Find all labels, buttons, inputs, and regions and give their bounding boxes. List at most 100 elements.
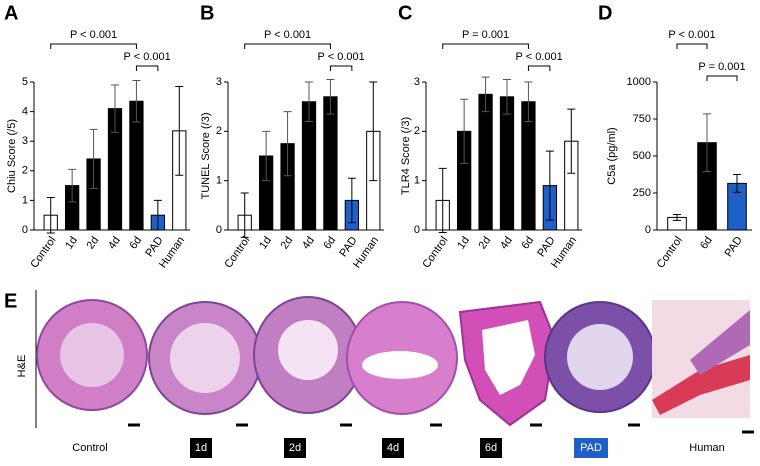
error-bar <box>673 213 681 221</box>
significance-label: P = 0.001 <box>698 61 745 73</box>
error-bar <box>703 113 711 173</box>
significance-label: P < 0.001 <box>70 29 117 41</box>
sample-label: 2d <box>289 442 301 454</box>
y-axis-title: TUNEL Score (/3) <box>200 112 212 199</box>
error-bar <box>438 167 447 233</box>
error-bar <box>240 192 249 238</box>
x-tick-label: Control <box>655 235 685 271</box>
section <box>567 324 633 390</box>
significance-label: P < 0.001 <box>318 51 365 63</box>
section <box>482 320 535 395</box>
y-tick-label: 2 <box>216 125 222 137</box>
error-bar <box>326 79 335 115</box>
significance-bracket <box>50 43 137 49</box>
x-tick-label: 1d <box>455 235 472 252</box>
error-bar <box>524 81 533 122</box>
x-tick-label: 4d <box>106 235 123 252</box>
y-tick-label: 2 <box>22 165 28 177</box>
error-bar <box>369 81 378 182</box>
y-tick-label: 1 <box>216 175 222 187</box>
error-bar <box>283 111 292 177</box>
panel-label: D <box>598 2 612 24</box>
error-bar <box>545 150 554 221</box>
y-tick-label: 750 <box>633 113 651 125</box>
significance-bracket <box>329 65 353 71</box>
x-tick-label: 2d <box>279 235 296 252</box>
label-box <box>284 438 306 458</box>
y-tick-label: 5 <box>22 76 28 88</box>
sample-label: 4d <box>387 442 399 454</box>
x-tick-label: 6d <box>321 235 338 252</box>
bar <box>499 96 515 231</box>
error-bar <box>68 168 77 203</box>
y-tick-label: 3 <box>22 135 28 147</box>
section <box>60 323 124 387</box>
x-tick-label: 2d <box>85 235 102 252</box>
x-tick-label: 2d <box>477 235 494 252</box>
error-bar <box>262 130 271 182</box>
section <box>170 323 240 393</box>
panel-label: A <box>4 2 18 24</box>
y-tick-label: 3 <box>414 76 420 88</box>
section <box>362 351 438 379</box>
sample-label: 6d <box>485 442 497 454</box>
error-bar <box>567 108 576 174</box>
sample-label: 1d <box>195 442 207 454</box>
panel-label: B <box>200 2 214 24</box>
label-box <box>382 438 404 458</box>
error-bar <box>733 174 741 193</box>
x-tick-label: Control <box>222 235 252 271</box>
panel-e: E H&E Co <box>4 290 754 458</box>
section <box>652 355 750 415</box>
error-bar <box>305 81 313 122</box>
significance-label: P < 0.001 <box>264 29 311 41</box>
scale-bars <box>128 423 754 434</box>
x-tick-label: Control <box>28 235 58 271</box>
significance-bracket <box>706 75 738 81</box>
x-tick-label: 6d <box>127 235 144 252</box>
y-tick-label: 4 <box>22 106 28 118</box>
histology <box>36 296 750 427</box>
sample-label: PAD <box>580 442 602 454</box>
error-bar <box>89 128 98 190</box>
significance-bracket <box>244 43 331 49</box>
significance-bracket <box>527 65 551 71</box>
significance-label: P = 0.001 <box>462 29 509 41</box>
y-tick-label: 0 <box>216 224 222 236</box>
bar <box>478 93 493 231</box>
significance-bracket <box>135 65 159 71</box>
x-tick-label: 6d <box>698 235 715 252</box>
label-box <box>190 438 212 458</box>
error-bar <box>132 80 141 123</box>
error-bar <box>347 177 356 224</box>
sample-label: Control <box>72 442 107 454</box>
y-tick-label: 3 <box>216 76 222 88</box>
section <box>690 310 750 375</box>
y-tick-label: 0 <box>414 224 420 236</box>
significance-label: P < 0.001 <box>668 29 715 41</box>
x-tick-label: 4d <box>300 235 317 252</box>
y-axis-title: Chiu Score (/5) <box>6 119 18 193</box>
y-tick-label: 1 <box>22 194 28 206</box>
significance-label: P < 0.001 <box>124 51 171 63</box>
error-bar <box>460 98 469 164</box>
error-bar <box>111 84 119 133</box>
error-bar <box>175 85 184 176</box>
error-bar <box>481 76 490 113</box>
significance-label: P < 0.001 <box>516 51 563 63</box>
significance-bracket <box>442 43 529 49</box>
y-tick-label: 0 <box>645 224 651 236</box>
sample-label: Human <box>689 442 724 454</box>
x-tick-label: PAD <box>722 234 744 259</box>
y-axis-title: TLR4 Score (/3) <box>400 117 412 195</box>
stain-label: H&E <box>16 355 28 378</box>
error-bar <box>503 79 511 115</box>
error-bar <box>153 199 162 231</box>
x-tick-label: 6d <box>519 235 536 252</box>
x-tick-label: 4d <box>498 235 515 252</box>
x-tick-label: 1d <box>63 235 80 252</box>
y-tick-label: 0 <box>22 224 28 236</box>
panel-label: E <box>4 290 17 312</box>
